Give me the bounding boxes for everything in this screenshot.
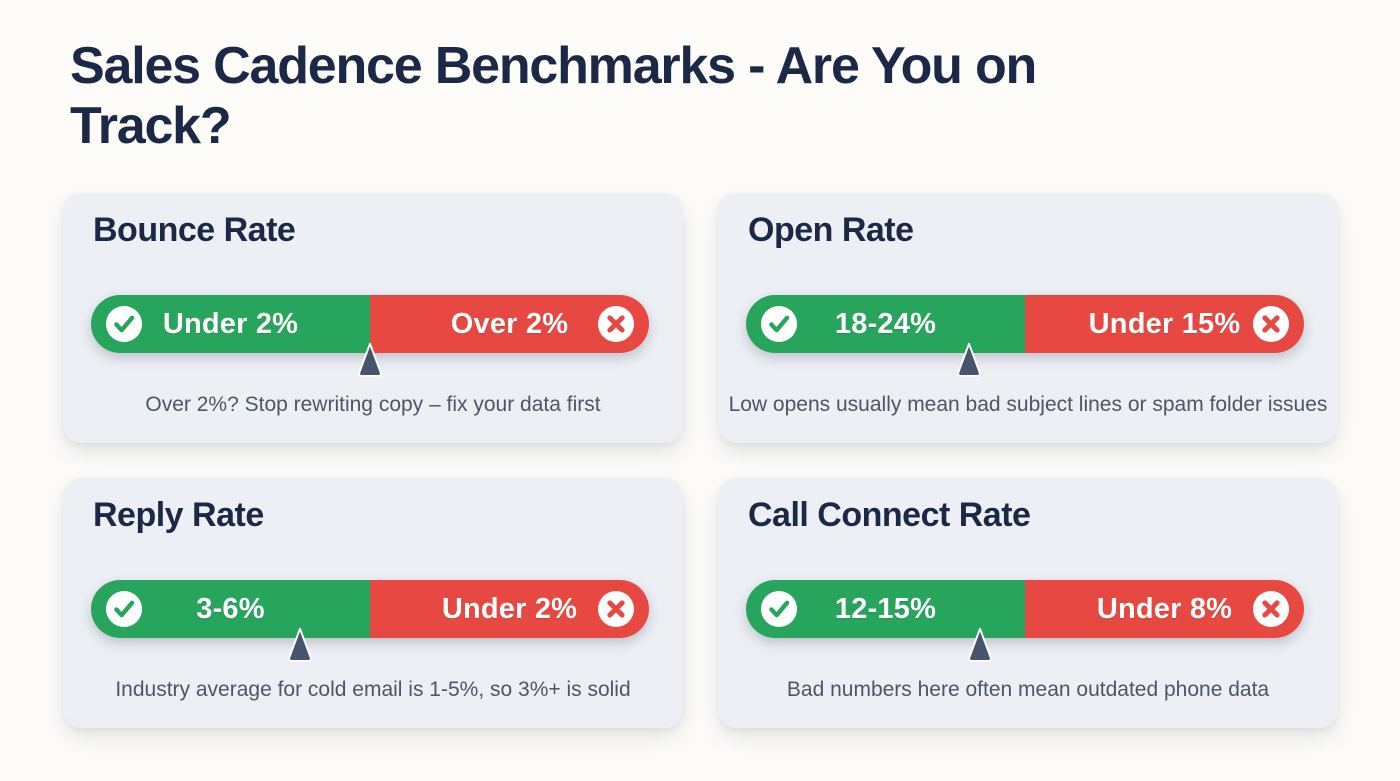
x-circle-icon [1252,590,1290,628]
position-marker-icon [965,626,995,664]
check-circle-icon [105,305,143,343]
good-range-segment: 12-15% [746,580,1025,638]
position-marker-icon [355,341,385,379]
good-range-segment: 18-24% [746,295,1025,353]
good-range-segment: Under 2% [91,295,370,353]
x-circle-icon [597,590,635,628]
bad-range-segment: Under 2% [370,580,649,638]
bad-range-segment: Under 8% [1025,580,1304,638]
good-range-label: 12-15% [834,592,937,625]
benchmark-card-call-connect-rate: Call Connect Rate 12-15% Under 8% [718,478,1338,728]
page-title: Sales Cadence Benchmarks - Are You on Tr… [70,37,1037,156]
card-title: Reply Rate [93,496,264,534]
bad-range-label: Under 15% [1088,307,1241,340]
good-range-label: 18-24% [834,307,937,340]
benchmark-range-bar: 3-6% Under 2% [91,580,649,662]
range-pill: Under 2% Over 2% [91,295,649,353]
position-marker-icon [285,626,315,664]
card-title: Call Connect Rate [748,496,1031,534]
card-title: Bounce Rate [93,211,296,249]
bad-range-label: Under 8% [1096,592,1233,625]
good-range-label: Under 2% [162,307,299,340]
x-circle-icon [597,305,635,343]
check-circle-icon [760,305,798,343]
bad-range-label: Over 2% [450,307,569,340]
benchmark-card-grid: Bounce Rate Under 2% Over 2% [63,193,1338,728]
benchmark-range-bar: 12-15% Under 8% [746,580,1304,662]
check-circle-icon [760,590,798,628]
benchmark-range-bar: Under 2% Over 2% [91,295,649,377]
good-range-label: 3-6% [196,592,265,625]
bad-range-segment: Under 15% [1025,295,1304,353]
range-pill: 3-6% Under 2% [91,580,649,638]
range-pill: 12-15% Under 8% [746,580,1304,638]
card-caption: Low opens usually mean bad subject lines… [728,393,1328,416]
benchmark-card-bounce-rate: Bounce Rate Under 2% Over 2% [63,193,683,443]
check-circle-icon [105,590,143,628]
card-caption: Over 2%? Stop rewriting copy – fix your … [145,393,601,416]
card-caption: Bad numbers here often mean outdated pho… [786,678,1270,701]
bad-range-segment: Over 2% [370,295,649,353]
x-circle-icon [1252,305,1290,343]
benchmark-card-open-rate: Open Rate 18-24% Under 15% [718,193,1338,443]
bad-range-label: Under 2% [441,592,578,625]
range-pill: 18-24% Under 15% [746,295,1304,353]
good-range-segment: 3-6% [91,580,370,638]
card-title: Open Rate [748,211,914,249]
benchmark-range-bar: 18-24% Under 15% [746,295,1304,377]
position-marker-icon [954,341,984,379]
benchmark-card-reply-rate: Reply Rate 3-6% Under 2% [63,478,683,728]
card-caption: Industry average for cold email is 1-5%,… [115,678,631,701]
